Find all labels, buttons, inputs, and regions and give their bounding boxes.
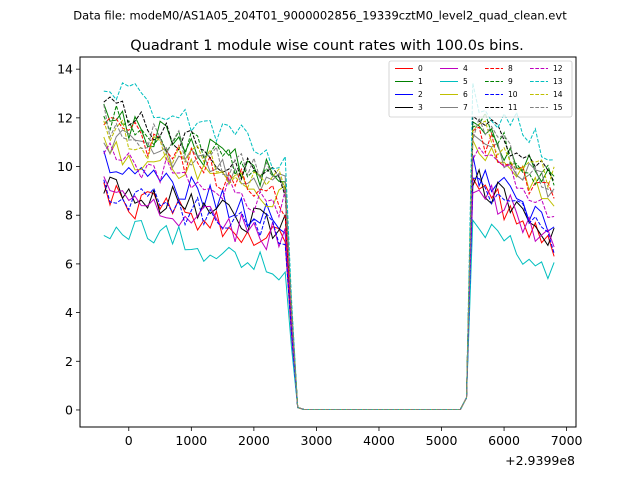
legend-label-7: 7 [463,103,468,112]
legend-label-12: 12 [553,64,563,73]
x-tick-label: 4000 [363,433,395,448]
legend-label-5: 5 [463,77,468,86]
series-line-15 [103,104,555,410]
series-layer [103,82,555,410]
legend-label-10: 10 [508,90,518,99]
legend-label-1: 1 [418,77,423,86]
legend-label-13: 13 [553,77,563,86]
series-line-1 [103,103,555,410]
x-tick-label: 5000 [426,433,458,448]
y-tick-label: 14 [57,62,73,77]
x-offset-label: +2.9399e8 [505,453,575,468]
x-axis: 0 1000 2000 3000 4000 5000 6000 7000 [125,427,583,448]
chart-title: Quadrant 1 module wise count rates with … [130,38,524,54]
y-tick-label: 4 [65,305,73,320]
x-tick-label: 1000 [175,433,207,448]
legend-label-9: 9 [508,77,513,86]
x-tick-label: 7000 [551,433,583,448]
x-tick-label: 2000 [238,433,270,448]
series-line-14 [103,119,555,410]
series-line-9 [103,103,555,410]
y-tick-label: 12 [57,110,73,125]
series-line-12 [103,142,555,410]
series-line-5 [103,218,555,410]
y-tick-label: 6 [65,256,73,271]
plot-area: 0 1000 2000 3000 4000 5000 6000 7000 0246810121… [57,56,583,468]
series-line-7 [103,129,555,410]
axes-frame [79,56,577,428]
x-tick-label: 3000 [301,433,333,448]
suptitle: Data file: modeM0/AS1A05_204T01_90000028… [73,9,567,23]
x-tick-label: 6000 [488,433,520,448]
series-line-10 [103,177,555,410]
legend-label-8: 8 [508,64,513,73]
legend-label-15: 15 [553,103,563,112]
y-tick-label: 0 [65,402,73,417]
y-axis: 0 2 4 6 8 10 12 14 [57,62,80,417]
legend-label-4: 4 [463,64,468,73]
series-line-3 [103,168,555,410]
legend-box [388,60,573,118]
legend-label-6: 6 [463,90,468,99]
legend-label-14: 14 [553,90,563,99]
x-tick-label: 0 [125,433,133,448]
legend-label-3: 3 [418,103,423,112]
series-line-0 [103,176,555,410]
legend-label-2: 2 [418,90,423,99]
series-line-8 [103,116,555,410]
series-line-6 [103,136,555,410]
y-tick-label: 8 [65,208,73,223]
y-tick-label: 2 [65,354,73,369]
series-line-13 [103,82,555,410]
legend-label-11: 11 [508,103,518,112]
y-tick-label: 10 [57,159,73,174]
legend-label-0: 0 [418,64,423,73]
